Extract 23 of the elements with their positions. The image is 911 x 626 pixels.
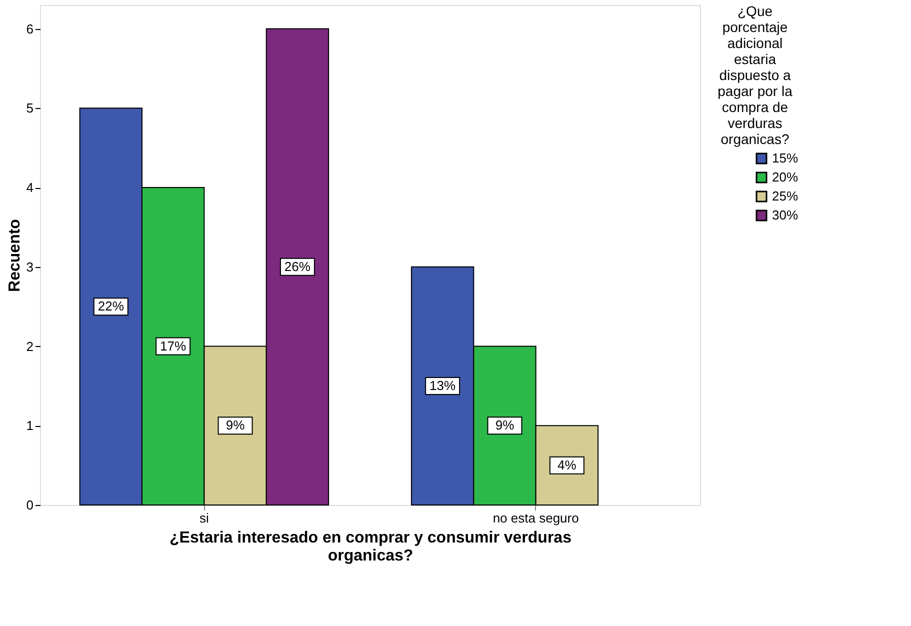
annotation: 22% <box>98 298 124 314</box>
x-tick-label: no esta seguro <box>492 510 579 526</box>
x-axis-title: ¿Estaria interesado en comprar y consumir verduras organicas? <box>170 530 572 564</box>
legend-label: 25% <box>772 188 798 204</box>
legend-label: 15% <box>772 150 798 166</box>
text: ¿Que porcentaje adicional estaria dispuesto a pagar por la compra de verduras organicas? <box>718 3 792 147</box>
annotation: 17% <box>160 338 187 354</box>
y-tick-label: 1 <box>26 418 34 434</box>
legend-label: 20% <box>772 170 798 184</box>
y-tick-label: 0 <box>26 498 34 512</box>
y-tick-label: 5 <box>26 100 34 116</box>
x-tick-label: si <box>199 510 209 526</box>
annotation: 26% <box>284 258 311 274</box>
annotation: 13% <box>430 378 456 393</box>
y-tick-label: 3 <box>26 259 34 274</box>
annotation: 9% <box>226 418 246 433</box>
legend-label: 30% <box>772 208 798 222</box>
annotation: 9% <box>495 418 515 433</box>
y-tick-label: 2 <box>26 338 34 354</box>
annotation: 4% <box>558 457 577 472</box>
y-tick-label: 6 <box>26 21 34 36</box>
y-tick-label: 4 <box>26 180 34 196</box>
y-axis-title: Recuento <box>6 218 24 292</box>
